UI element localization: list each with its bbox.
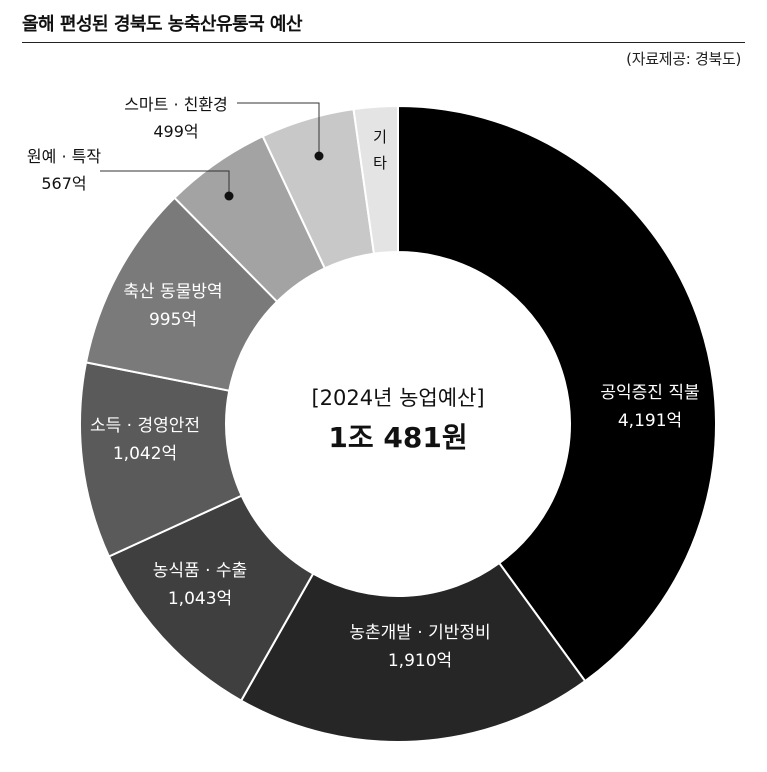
slice-value-1: 1,910억 <box>388 651 452 671</box>
slice-label-7-char-1: 타 <box>373 154 387 172</box>
slices-group <box>79 104 717 743</box>
center-total: 1조 481원 <box>328 421 467 454</box>
slice-value-2: 1,043억 <box>168 589 232 609</box>
callout-dot-horticulture <box>224 191 234 201</box>
slice-value-0: 4,191억 <box>618 411 682 431</box>
center-label: [2024년 농업예산] <box>311 386 484 410</box>
slice-label-4: 축산 동물방역 <box>123 282 222 302</box>
slice-label-0: 공익증진 직불 <box>600 383 699 403</box>
slice-label-7-char-0: 기 <box>373 128 387 146</box>
callout-line-horticulture <box>100 170 230 193</box>
slice-value-4: 995억 <box>149 310 197 330</box>
title-divider <box>22 42 745 43</box>
slice-7 <box>352 104 399 255</box>
slice-value-6: 499억 <box>153 122 198 141</box>
source-note: (자료제공: 경북도) <box>626 50 741 68</box>
slice-label-5: 원예 · 특작 <box>27 147 101 166</box>
slice-label-3: 소득 · 경영안전 <box>90 416 200 436</box>
slice-value-5: 567억 <box>41 174 86 193</box>
page-title: 올해 편성된 경북도 농축산유통국 예산 <box>22 14 303 35</box>
slice-label-2: 농식품 · 수출 <box>153 561 247 581</box>
callout-dot-smart <box>314 151 324 161</box>
slice-label-6: 스마트 · 친환경 <box>124 95 228 114</box>
slice-label-1: 농촌개발 · 기반정비 <box>349 623 490 643</box>
callout-line-smart <box>237 102 320 152</box>
slice-1 <box>239 561 587 743</box>
slice-0 <box>397 104 717 683</box>
slice-value-3: 1,042억 <box>113 444 177 464</box>
